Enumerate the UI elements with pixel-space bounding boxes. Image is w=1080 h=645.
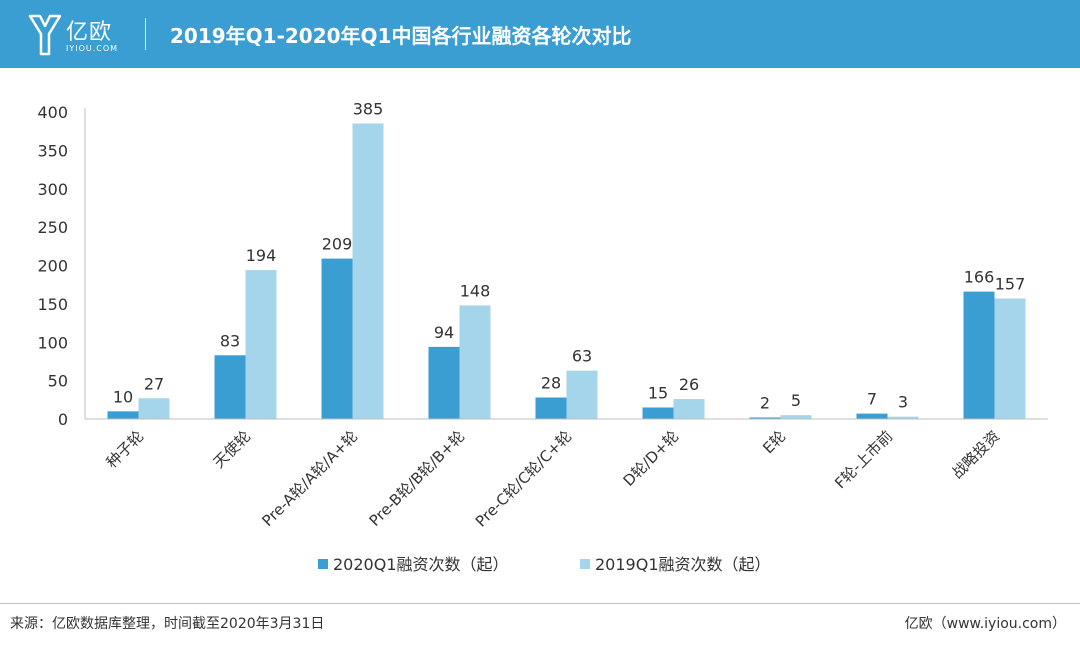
bar-2020q1 xyxy=(214,355,246,419)
data-label: 5 xyxy=(791,391,801,410)
footer-divider xyxy=(0,603,1080,604)
chart-title: 2019年Q1-2020年Q1中国各行业融资各轮次对比 xyxy=(170,24,632,48)
y-tick-label: 350 xyxy=(37,141,68,160)
legend: 2020Q1融资次数（起） 2019Q1融资次数（起） xyxy=(318,555,771,574)
bar-2020q1 xyxy=(642,407,674,419)
bar-2020q1 xyxy=(963,291,995,419)
legend-label: 2020Q1融资次数（起） xyxy=(333,555,509,574)
bars: 10 27 83 194 209 385 94 148 28 63 15 26 2 5 7 3 166 157 xyxy=(107,100,1026,419)
source-note: 来源：亿欧数据库整理，时间截至2020年3月31日 xyxy=(10,616,325,632)
x-category-label: Pre-B轮/B轮/B+轮 xyxy=(366,427,469,530)
x-category-label: 战略投资 xyxy=(948,427,1003,482)
bar-2019q1 xyxy=(673,399,705,419)
bar-2019q1 xyxy=(566,370,598,419)
bar-2019q1 xyxy=(245,270,277,419)
y-tick-label: 0 xyxy=(58,410,68,429)
x-axis: 种子轮 天使轮 Pre-A轮/A轮/A+轮 Pre-B轮/B轮/B+轮 Pre-C轮/C… xyxy=(85,418,1048,531)
data-label: 94 xyxy=(434,323,454,342)
bar-2020q1 xyxy=(428,346,460,419)
data-label: 3 xyxy=(898,393,908,412)
bar-2019q1 xyxy=(994,298,1026,419)
y-tick-label: 100 xyxy=(37,333,68,352)
credit-note: 亿欧（www.iyiou.com） xyxy=(904,616,1066,632)
data-label: 194 xyxy=(246,246,277,265)
data-label: 26 xyxy=(679,375,699,394)
x-category-label: 种子轮 xyxy=(103,427,148,472)
data-label: 28 xyxy=(541,374,561,393)
x-category-label: 天使轮 xyxy=(210,427,255,472)
bar-2020q1 xyxy=(107,411,139,419)
data-label: 15 xyxy=(648,383,668,402)
bar-2019q1 xyxy=(887,416,919,419)
x-category-label: E轮 xyxy=(759,427,789,457)
data-label: 2 xyxy=(760,393,770,412)
logo-text-en: IYIOU.COM xyxy=(66,44,119,53)
y-axis: 0 50 100 150 200 250 300 350 400 xyxy=(37,103,86,429)
data-label: 157 xyxy=(995,275,1026,294)
bar-2019q1 xyxy=(459,305,491,419)
y-tick-label: 50 xyxy=(48,372,68,391)
bar-2019q1 xyxy=(780,415,812,419)
bar-2020q1 xyxy=(535,397,567,419)
data-label: 209 xyxy=(322,235,353,254)
iyiou-logo-icon xyxy=(28,14,62,56)
legend-label: 2019Q1融资次数（起） xyxy=(595,555,771,574)
x-category-label: D轮/D+轮 xyxy=(620,427,683,490)
legend-swatch xyxy=(318,559,328,569)
bar-2020q1 xyxy=(321,258,353,419)
bar-2019q1 xyxy=(138,398,170,419)
y-tick-label: 150 xyxy=(37,295,68,314)
y-tick-label: 250 xyxy=(37,218,68,237)
data-label: 148 xyxy=(460,281,491,300)
data-label: 385 xyxy=(353,100,384,119)
data-label: 83 xyxy=(220,331,240,350)
x-category-label: Pre-C轮/C轮/C+轮 xyxy=(472,427,575,530)
header-bar: 亿欧 IYIOU.COM 2019年Q1-2020年Q1中国各行业融资各轮次对比 xyxy=(0,0,1080,68)
data-label: 7 xyxy=(867,390,877,409)
data-label: 166 xyxy=(964,268,995,287)
y-tick-label: 300 xyxy=(37,180,68,199)
logo-text-cn: 亿欧 xyxy=(66,20,113,45)
data-label: 10 xyxy=(113,387,133,406)
header-divider xyxy=(145,18,146,50)
iyiou-logo: 亿欧 IYIOU.COM xyxy=(28,10,128,58)
bar-2020q1 xyxy=(749,417,781,419)
x-category-label: Pre-A轮/A轮/A+轮 xyxy=(259,427,362,530)
legend-swatch xyxy=(580,559,590,569)
data-label: 27 xyxy=(144,374,164,393)
bar-2020q1 xyxy=(856,413,888,419)
y-tick-label: 400 xyxy=(37,103,68,122)
data-label: 63 xyxy=(572,347,592,366)
y-tick-label: 200 xyxy=(37,257,68,276)
x-category-label: F轮-上市前 xyxy=(831,427,896,492)
bar-2019q1 xyxy=(352,123,384,419)
